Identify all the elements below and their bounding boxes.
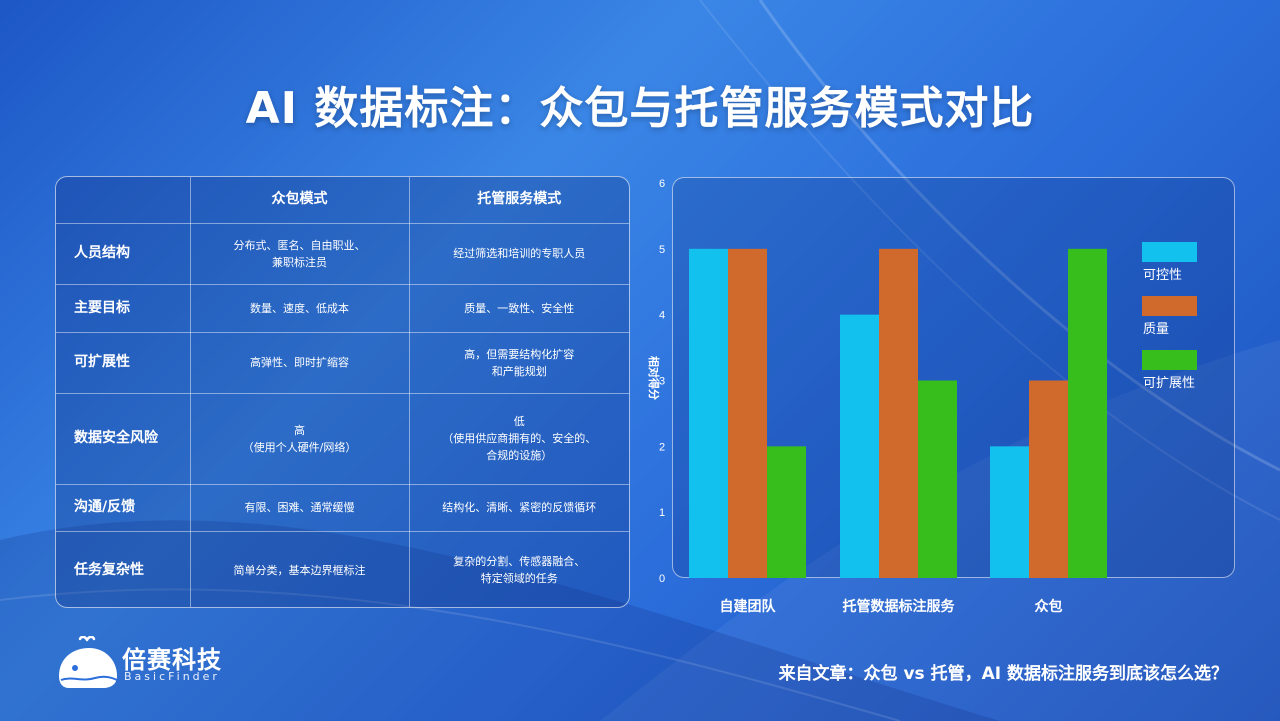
- table-row: 沟通/反馈 有限、困难、通常缓慢 结构化、清晰、紧密的反馈循环: [56, 483, 629, 532]
- managed-cell: 结构化、清晰、紧密的反馈循环: [408, 483, 629, 532]
- legend-swatch: [1142, 296, 1197, 316]
- managed-cell: 复杂的分割、传感器融合、 特定领域的任务: [408, 530, 629, 607]
- logo-subtitle: BasicFinder: [124, 670, 220, 683]
- table-header-crowd: 众包模式: [189, 177, 410, 224]
- y-tick-label: 4: [659, 310, 665, 322]
- y-axis-label: 相对得分: [647, 356, 661, 400]
- bar: [840, 314, 879, 578]
- y-tick-label: 2: [659, 441, 665, 453]
- legend-label: 可扩展性: [1143, 376, 1195, 391]
- managed-cell: 低 （使用供应商拥有的、安全的、 合规的设施）: [408, 392, 629, 485]
- table-row: 人员结构 分布式、匿名、自由职业、 兼职标注员 经过筛选和培训的专职人员: [56, 222, 629, 285]
- page-title: AI 数据标注：众包与托管服务模式对比: [245, 83, 1035, 134]
- table-row: 数据安全风险 高 （使用个人硬件/网络） 低 （使用供应商拥有的、安全的、 合规…: [56, 392, 629, 485]
- crowd-cell: 数量、速度、低成本: [189, 283, 410, 333]
- x-tick-label: 托管数据标注服务: [843, 598, 956, 615]
- managed-cell: 质量、一致性、安全性: [408, 283, 629, 333]
- crowd-cell: 高 （使用个人硬件/网络）: [189, 392, 410, 485]
- crowd-cell: 有限、困难、通常缓慢: [189, 483, 410, 532]
- managed-cell: 高，但需要结构化扩容 和产能规划: [408, 331, 629, 394]
- table-row: 主要目标 数量、速度、低成本 质量、一致性、安全性: [56, 283, 629, 333]
- y-tick-label: 6: [659, 178, 665, 190]
- legend-swatch: [1142, 350, 1197, 370]
- bar: [879, 248, 918, 579]
- legend-swatch: [1142, 242, 1197, 262]
- y-tick-label: 5: [659, 244, 665, 256]
- crowd-cell: 简单分类，基本边界框标注: [189, 530, 410, 607]
- managed-cell: 经过筛选和培训的专职人员: [408, 222, 629, 285]
- comparison-table-card: 众包模式 托管服务模式 人员结构 分布式、匿名、自由职业、 兼职标注员 经过筛选…: [55, 176, 630, 608]
- y-tick-label: 1: [659, 507, 665, 519]
- y-tick-label: 0: [659, 573, 665, 585]
- table-row: 可扩展性 高弹性、即时扩缩容 高，但需要结构化扩容 和产能规划: [56, 331, 629, 394]
- logo-name: 倍赛科技: [122, 646, 222, 674]
- bar: [728, 248, 767, 579]
- legend-label: 可控性: [1143, 268, 1182, 283]
- y-tick-label: 3: [659, 376, 665, 388]
- bar: [1029, 380, 1068, 578]
- bar: [918, 380, 957, 578]
- bar: [1068, 248, 1107, 579]
- x-tick-label: 自建团队: [720, 598, 777, 615]
- legend-label: 质量: [1143, 322, 1169, 337]
- comparison-table: 众包模式 托管服务模式 人员结构 分布式、匿名、自由职业、 兼职标注员 经过筛选…: [56, 177, 629, 607]
- bar: [767, 446, 806, 578]
- x-tick-label: 众包: [1035, 598, 1063, 615]
- row-label: 任务复杂性: [56, 530, 191, 607]
- row-label: 人员结构: [56, 222, 191, 285]
- table-row: 任务复杂性 简单分类，基本边界框标注 复杂的分割、传感器融合、 特定领域的任务: [56, 530, 629, 607]
- crowd-cell: 分布式、匿名、自由职业、 兼职标注员: [189, 222, 410, 285]
- crowd-cell: 高弹性、即时扩缩容: [189, 331, 410, 394]
- bar: [689, 248, 728, 579]
- bar: [990, 446, 1029, 578]
- table-header-managed: 托管服务模式: [408, 177, 629, 224]
- source-caption: 来自文章：众包 vs 托管，AI 数据标注服务到底该怎么选？: [778, 664, 1228, 684]
- whale-logo-icon: [59, 636, 118, 688]
